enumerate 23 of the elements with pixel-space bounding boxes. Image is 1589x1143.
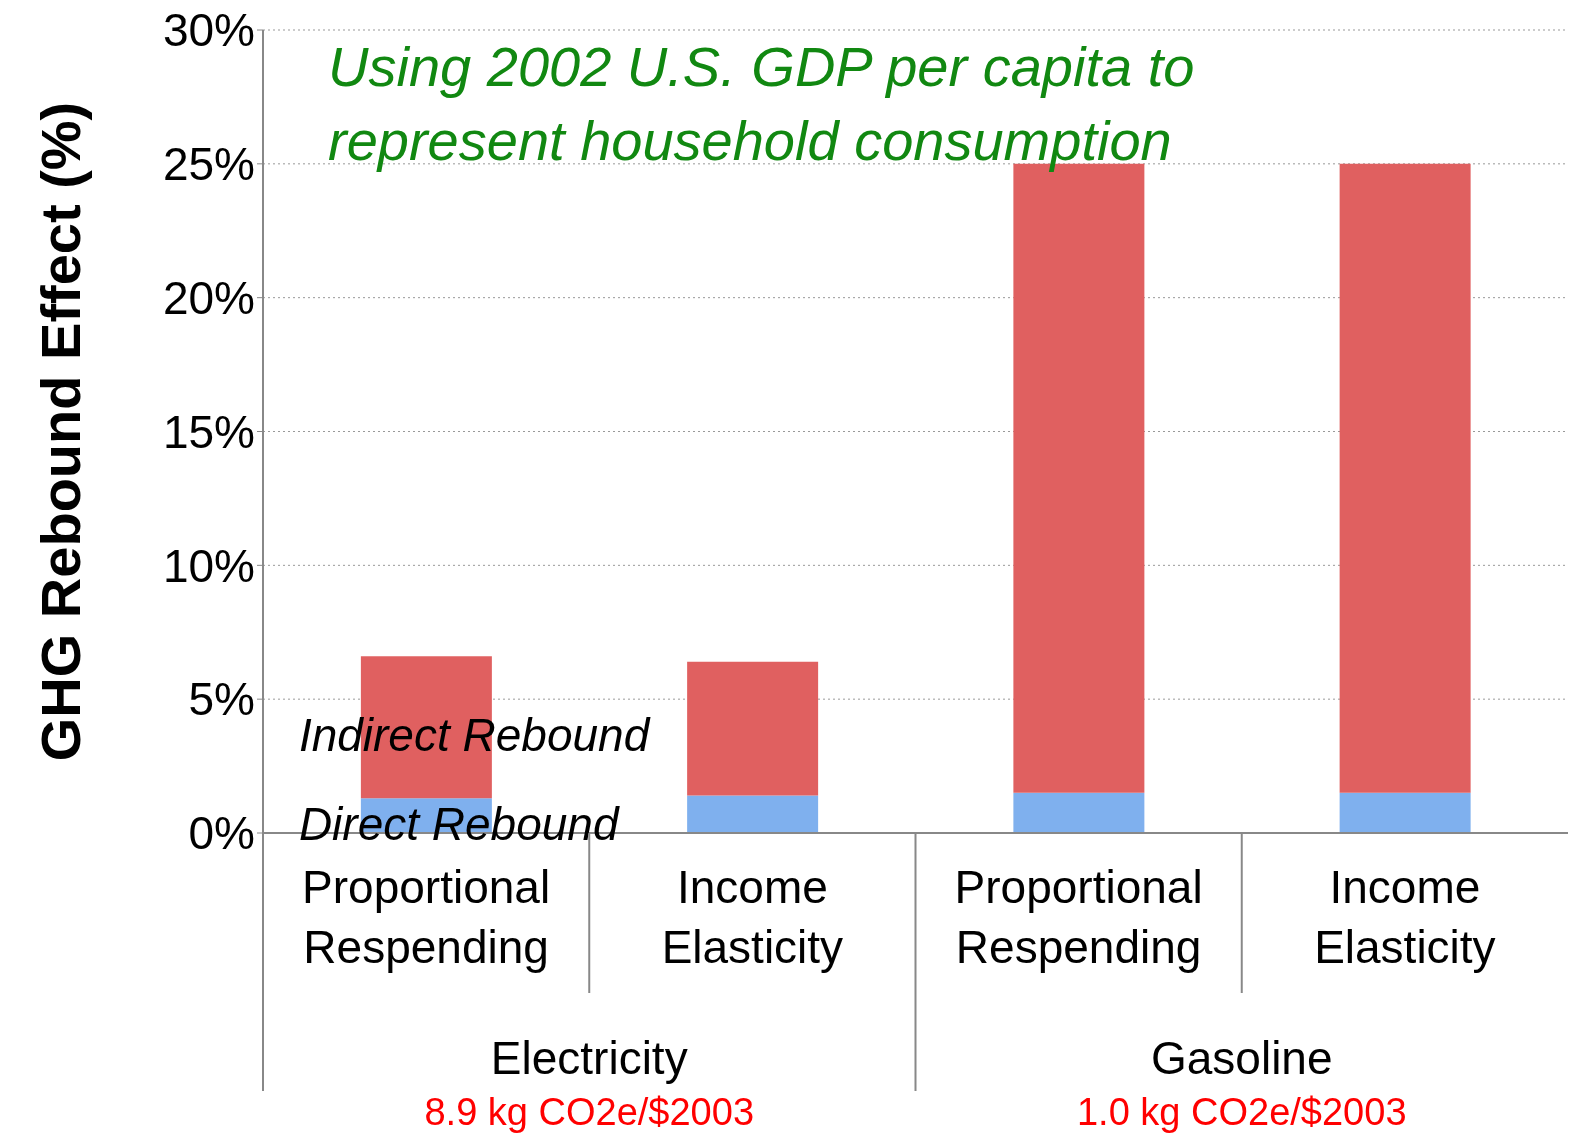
- bar: [1339, 163, 1471, 793]
- text: 8.9 kg CO2e/$2003: [423, 1091, 756, 1134]
- y-tick-label: 30%: [162, 4, 255, 57]
- y-tick-label: 15%: [162, 405, 255, 458]
- series-label: Direct Rebound: [298, 797, 620, 850]
- annotation: Using 2002 U.S. GDP per capita to represent household consumption: [328, 34, 1196, 174]
- bar: [1339, 792, 1471, 833]
- y-tick-label: 5%: [188, 673, 255, 726]
- text: 1.0 kg CO2e/$2003: [1075, 1091, 1408, 1134]
- y-axis-title: GHG Rebound Effect (%): [28, 101, 92, 762]
- x-tick-label: Income Elasticity: [1314, 861, 1496, 973]
- bar: [687, 795, 819, 833]
- y-tick-label: 10%: [162, 539, 255, 592]
- bar: [1013, 792, 1145, 833]
- text: Gasoline: [1149, 1031, 1334, 1085]
- y-tick-label: 25%: [162, 138, 255, 191]
- text: Electricity: [489, 1031, 689, 1085]
- y-tick-label: 20%: [162, 272, 255, 324]
- x-tick-label: Proportional Respending: [302, 861, 551, 973]
- bar: [687, 661, 819, 796]
- x-tick-label: Proportional Respending: [954, 861, 1203, 973]
- x-tick-label: Income Elasticity: [661, 861, 844, 973]
- y-tick-label: 0%: [188, 807, 255, 860]
